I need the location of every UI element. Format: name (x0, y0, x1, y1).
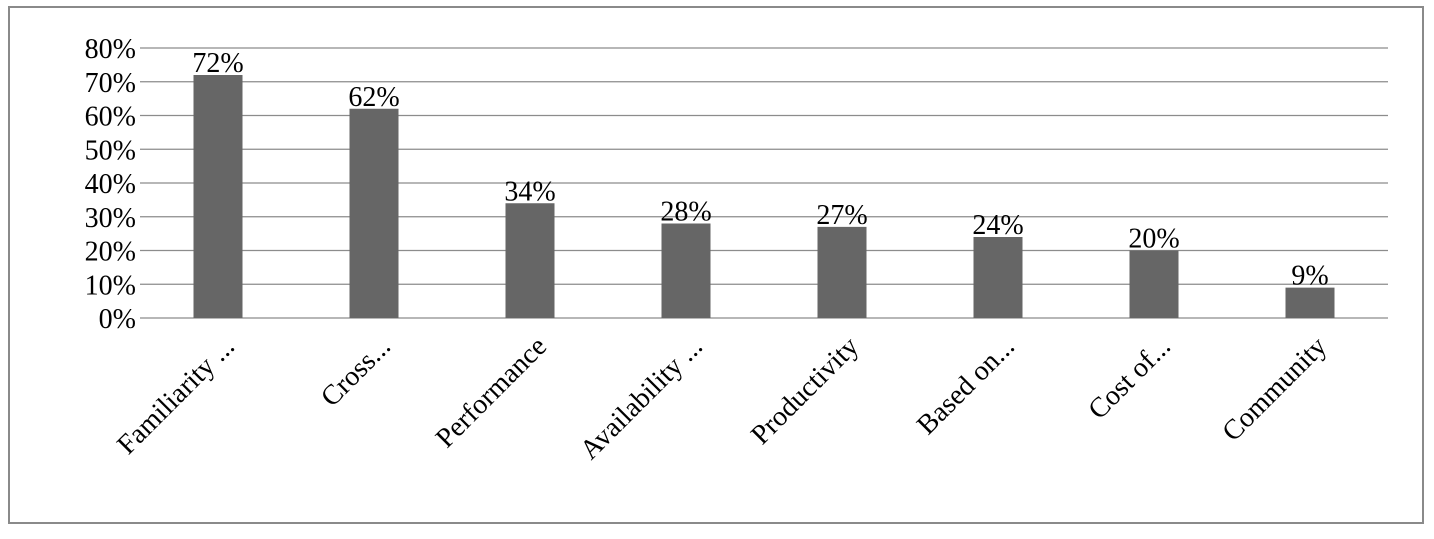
bar-chart: 0%10%20%30%40%50%60%70%80% 72%Familiarity… (85, 34, 1388, 466)
y-tick-label: 30% (85, 203, 136, 234)
x-tick-label: Productivity (745, 331, 865, 451)
x-tick-label: Availability ... (574, 331, 709, 466)
x-tick-label: Familiarity ... (111, 331, 241, 461)
x-tick-label: Community (1216, 331, 1333, 448)
y-tick-label: 50% (85, 135, 136, 166)
data-label: 28% (660, 197, 711, 228)
data-label: 9% (1291, 261, 1328, 292)
y-tick-label: 40% (85, 169, 136, 200)
y-tick-label: 80% (85, 34, 136, 65)
x-tick-label: Based on... (911, 331, 1021, 441)
data-label: 34% (504, 176, 555, 207)
chart-frame: 0% 10% 20% 30% 40% 50% 60% 70% 80% 72% Familiarity… (8, 6, 1424, 524)
bar (1285, 287, 1335, 318)
data-label: 62% (348, 82, 399, 113)
data-label: 24% (972, 210, 1023, 241)
y-tick-label: 20% (85, 237, 136, 268)
y-tick-label: 0% (99, 304, 136, 335)
bar (817, 226, 867, 318)
data-label: 20% (1128, 224, 1179, 255)
data-label: 72% (192, 48, 243, 79)
bar (193, 75, 243, 318)
bar (661, 223, 711, 318)
bar (349, 108, 399, 318)
x-tick-label: Cross... (315, 331, 397, 413)
bar (505, 203, 555, 318)
data-label: 27% (816, 200, 867, 231)
y-tick-label: 70% (85, 68, 136, 99)
y-tick-label: 10% (85, 270, 136, 301)
bar (1129, 250, 1179, 318)
x-tick-label: Cost of... (1082, 331, 1177, 426)
x-tick-label: Performance (430, 331, 553, 454)
bar (973, 237, 1023, 318)
y-tick-label: 60% (85, 102, 136, 133)
